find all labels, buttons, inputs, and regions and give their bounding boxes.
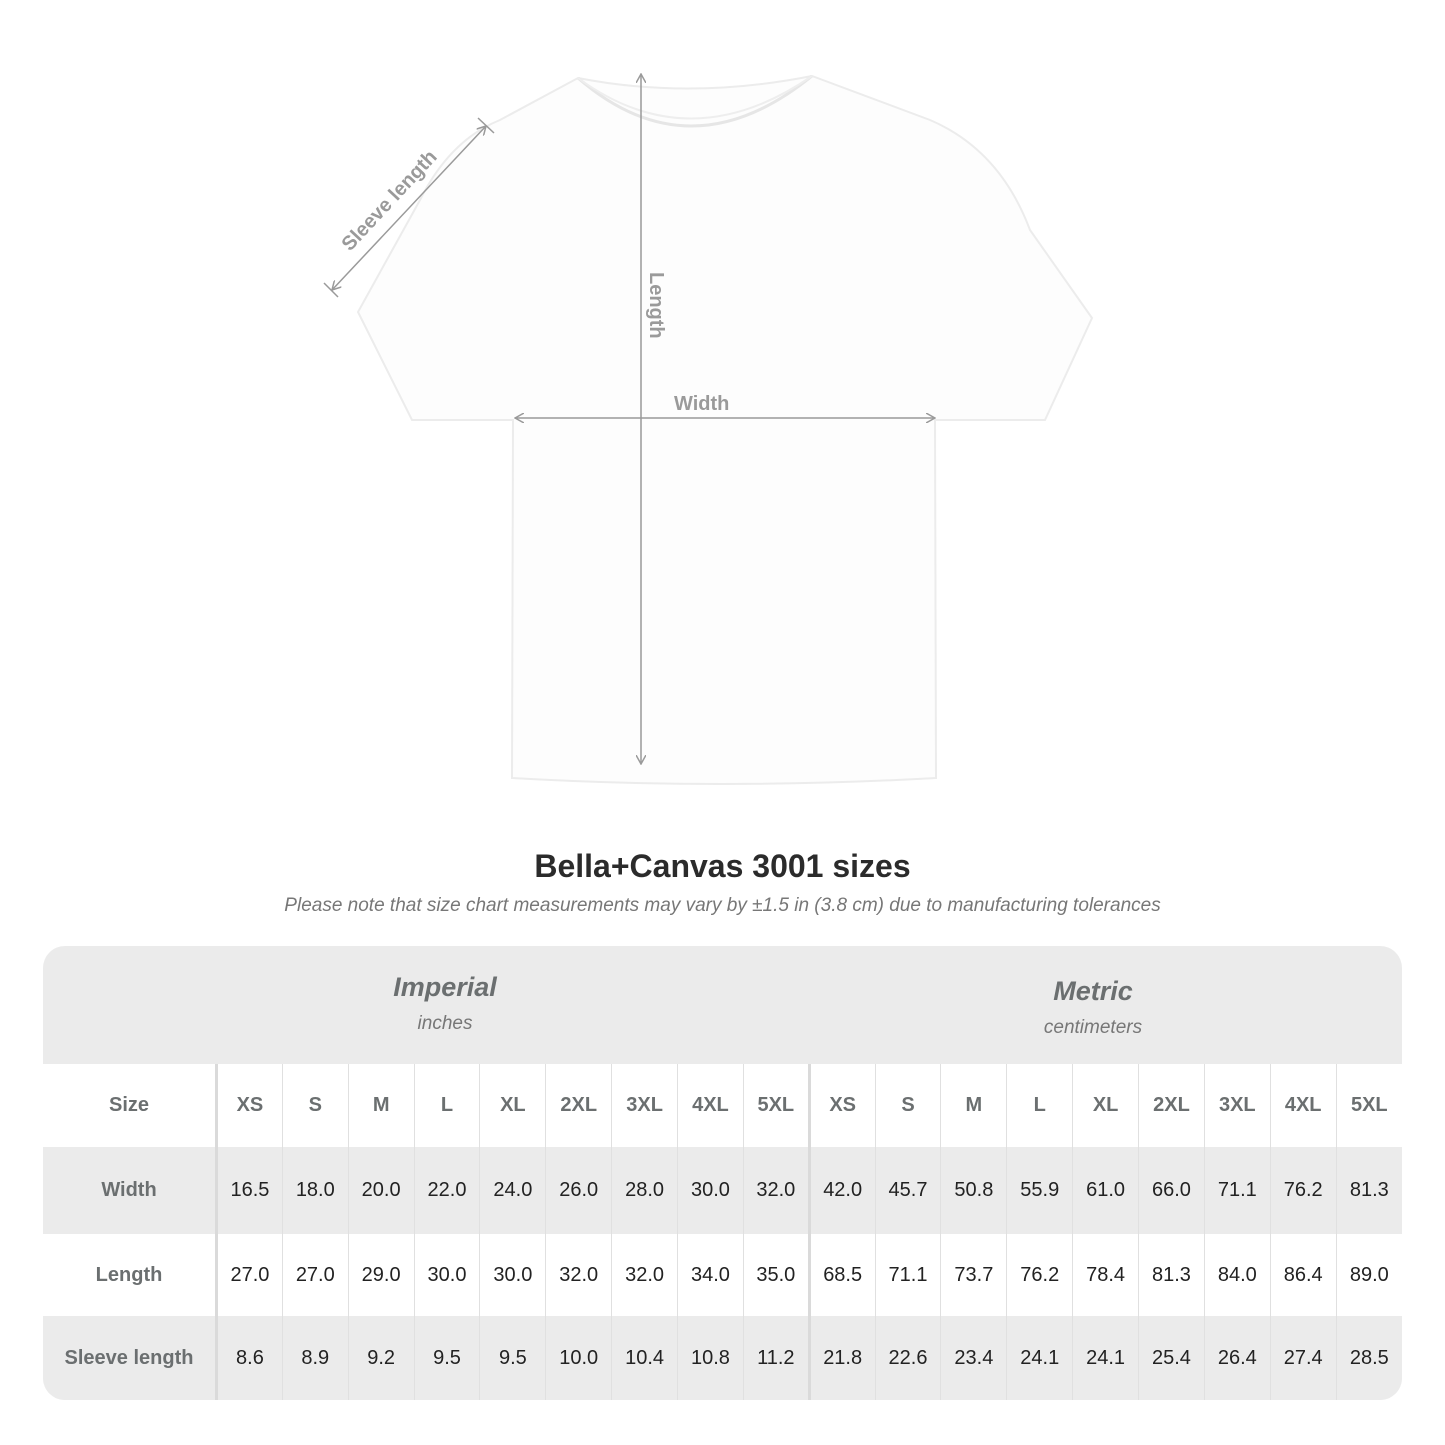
metric-value-cell: 26.4 bbox=[1203, 1316, 1271, 1400]
size-header-imperial: L bbox=[413, 1064, 480, 1147]
imperial-value-cell: 32.0 bbox=[545, 1234, 612, 1316]
metric-title: Metric bbox=[1053, 976, 1133, 1006]
imperial-value-cell: 10.4 bbox=[611, 1316, 678, 1400]
metric-value-cell: 55.9 bbox=[1006, 1147, 1073, 1234]
imperial-value-cell: 10.8 bbox=[677, 1316, 744, 1400]
imperial-value-cell: 9.2 bbox=[347, 1316, 415, 1400]
imperial-value-cell: 30.0 bbox=[413, 1234, 480, 1316]
metric-value-cell: 24.1 bbox=[1072, 1316, 1139, 1400]
imperial-value-cell: 30.0 bbox=[677, 1147, 744, 1234]
imperial-value-cell: 32.0 bbox=[611, 1234, 678, 1316]
size-header-row: Size XS S M L XL 2XL 3XL 4XL 5XL XS S M L XL 2XL 3XL 4XL 5… bbox=[43, 1064, 1402, 1147]
metric-value-cell: 78.4 bbox=[1072, 1234, 1139, 1316]
length-label: Length bbox=[645, 272, 667, 339]
tshirt-diagram: Sleeve length Length Width bbox=[323, 0, 1094, 785]
metric-unit: centimeters bbox=[1043, 1017, 1143, 1038]
size-header-metric: S bbox=[874, 1064, 941, 1147]
metric-value-cell: 45.7 bbox=[874, 1147, 941, 1234]
sleeve-length-arrow bbox=[332, 126, 486, 290]
imperial-value-cell: 10.0 bbox=[545, 1316, 612, 1400]
imperial-value-cell: 8.9 bbox=[281, 1316, 349, 1400]
imperial-value-cell: 27.0 bbox=[216, 1234, 283, 1316]
size-header-imperial: 3XL bbox=[611, 1064, 678, 1147]
imperial-value-cell: 16.5 bbox=[216, 1147, 283, 1234]
imperial-value-cell: 34.0 bbox=[677, 1234, 744, 1316]
imperial-value-cell: 32.0 bbox=[742, 1147, 810, 1234]
imperial-value-cell: 20.0 bbox=[347, 1147, 415, 1234]
table-row: Width 16.5 18.0 20.0 22.0 24.0 26.0 28.0 30.0 32.… bbox=[43, 1147, 1402, 1234]
imperial-value-cell: 9.5 bbox=[479, 1316, 546, 1400]
size-header-metric: L bbox=[1006, 1064, 1073, 1147]
table-row: Length 27.0 27.0 29.0 30.0 30.0 32.0 32.0 34.0 35… bbox=[43, 1234, 1402, 1316]
size-label: Size bbox=[43, 1064, 218, 1147]
metric-value-cell: 81.3 bbox=[1335, 1147, 1402, 1234]
metric-value-cell: 27.4 bbox=[1269, 1316, 1337, 1400]
size-header-metric: 5XL bbox=[1335, 1064, 1402, 1147]
metric-value-cell: 86.4 bbox=[1269, 1234, 1337, 1316]
size-chart: Imperial inches Metric centimeters Size X… bbox=[43, 946, 1402, 1400]
metric-value-cell: 23.4 bbox=[940, 1316, 1007, 1400]
row-label: Width bbox=[43, 1147, 218, 1234]
metric-value-cell: 22.6 bbox=[874, 1316, 941, 1400]
size-header-metric: 3XL bbox=[1203, 1064, 1271, 1147]
size-header-imperial: XL bbox=[479, 1064, 546, 1147]
imperial-value-cell: 8.6 bbox=[216, 1316, 283, 1400]
metric-value-cell: 81.3 bbox=[1138, 1234, 1205, 1316]
size-header-imperial: S bbox=[281, 1064, 349, 1147]
size-header-metric: 4XL bbox=[1269, 1064, 1337, 1147]
imperial-value-cell: 18.0 bbox=[281, 1147, 349, 1234]
imperial-value-cell: 11.2 bbox=[742, 1316, 810, 1400]
metric-value-cell: 25.4 bbox=[1138, 1316, 1205, 1400]
chart-subtitle: Please note that size chart measurements… bbox=[284, 895, 1161, 916]
imperial-value-cell: 26.0 bbox=[545, 1147, 612, 1234]
imperial-title: Imperial bbox=[393, 972, 497, 1002]
size-header-imperial: 4XL bbox=[677, 1064, 744, 1147]
metric-value-cell: 76.2 bbox=[1269, 1147, 1337, 1234]
size-header-metric: 2XL bbox=[1138, 1064, 1205, 1147]
metric-value-cell: 28.5 bbox=[1335, 1316, 1402, 1400]
metric-value-cell: 42.0 bbox=[807, 1147, 876, 1234]
metric-value-cell: 24.1 bbox=[1006, 1316, 1073, 1400]
size-header-imperial: XS bbox=[216, 1064, 283, 1147]
size-header-metric: M bbox=[940, 1064, 1007, 1147]
metric-value-cell: 71.1 bbox=[1203, 1147, 1271, 1234]
imperial-value-cell: 28.0 bbox=[611, 1147, 678, 1234]
table-row: Sleeve length 8.6 8.9 9.2 9.5 9.5 10.0 10.4 10.8… bbox=[43, 1316, 1402, 1400]
metric-value-cell: 21.8 bbox=[807, 1316, 876, 1400]
row-label: Length bbox=[43, 1234, 218, 1316]
size-table: Size XS S M L XL 2XL 3XL 4XL 5XL XS S M L XL 2XL 3XL 4XL 5… bbox=[43, 1064, 1402, 1400]
metric-header: Metric centimeters bbox=[963, 976, 1223, 1039]
metric-value-cell: 50.8 bbox=[940, 1147, 1007, 1234]
imperial-header: Imperial inches bbox=[315, 972, 575, 1035]
width-label: Width bbox=[674, 393, 729, 415]
row-label: Sleeve length bbox=[43, 1316, 218, 1400]
chart-title: Bella+Canvas 3001 sizes bbox=[534, 848, 911, 884]
imperial-value-cell: 35.0 bbox=[742, 1234, 810, 1316]
collar bbox=[577, 74, 813, 128]
imperial-value-cell: 27.0 bbox=[281, 1234, 349, 1316]
imperial-value-cell: 22.0 bbox=[413, 1147, 480, 1234]
tshirt-shape bbox=[356, 74, 1094, 785]
metric-value-cell: 61.0 bbox=[1072, 1147, 1139, 1234]
size-header-imperial: M bbox=[347, 1064, 415, 1147]
metric-value-cell: 68.5 bbox=[807, 1234, 876, 1316]
metric-value-cell: 84.0 bbox=[1203, 1234, 1271, 1316]
metric-value-cell: 66.0 bbox=[1138, 1147, 1205, 1234]
metric-value-cell: 76.2 bbox=[1006, 1234, 1073, 1316]
imperial-value-cell: 9.5 bbox=[413, 1316, 480, 1400]
metric-value-cell: 89.0 bbox=[1335, 1234, 1402, 1316]
imperial-value-cell: 29.0 bbox=[347, 1234, 415, 1316]
size-header-imperial: 2XL bbox=[545, 1064, 612, 1147]
imperial-value-cell: 24.0 bbox=[479, 1147, 546, 1234]
imperial-unit: inches bbox=[417, 1013, 473, 1034]
size-header-metric: XL bbox=[1072, 1064, 1139, 1147]
metric-value-cell: 71.1 bbox=[874, 1234, 941, 1316]
imperial-value-cell: 30.0 bbox=[479, 1234, 546, 1316]
size-header-metric: XS bbox=[807, 1064, 876, 1147]
size-header-imperial: 5XL bbox=[742, 1064, 810, 1147]
metric-value-cell: 73.7 bbox=[940, 1234, 1007, 1316]
